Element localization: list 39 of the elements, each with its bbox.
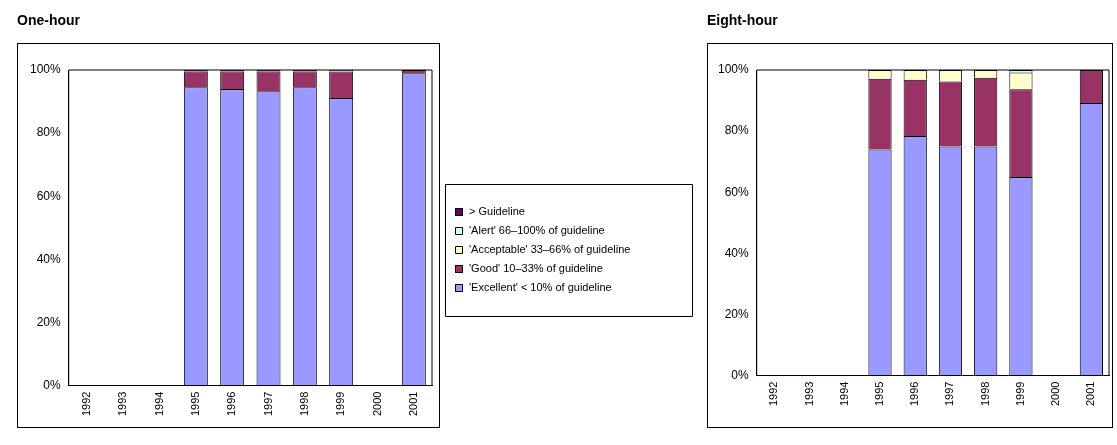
- x-tick-label: 1999: [1013, 381, 1026, 407]
- x-tick-label: 1996: [225, 391, 238, 417]
- y-tick-label: 100%: [717, 62, 750, 77]
- x-tick-label: 2000: [370, 391, 383, 417]
- y-tick-label: 80%: [724, 123, 750, 138]
- y-tick-label: 0%: [43, 377, 62, 392]
- y-tick-label: 40%: [36, 251, 62, 266]
- y-tick-label: 20%: [36, 314, 62, 329]
- x-tick-label: 1992: [79, 391, 92, 417]
- x-tick-label: 1995: [188, 391, 201, 417]
- x-tick-label: 1993: [116, 391, 129, 417]
- x-tick-label: 2001: [406, 391, 419, 417]
- legend-label: 'Alert' 66–100% of guideline: [469, 224, 605, 237]
- legend-label: 'Good' 10–33% of guideline: [469, 262, 603, 275]
- x-tick-label: 1993: [802, 381, 815, 407]
- y-tick-label: 80%: [36, 125, 62, 140]
- x-tick-label: 1999: [334, 391, 347, 417]
- x-tick-label: 1994: [837, 381, 850, 407]
- y-tick-label: 20%: [724, 306, 750, 321]
- y-tick-label: 60%: [724, 184, 750, 199]
- y-tick-label: 100%: [29, 62, 62, 77]
- y-tick-label: 0%: [731, 367, 750, 382]
- x-tick-label: 2000: [1049, 381, 1062, 407]
- x-tick-label: 1998: [978, 381, 991, 407]
- x-tick-label: 1994: [152, 391, 165, 417]
- legend-label: 'Acceptable' 33–66% of guideline: [469, 243, 631, 256]
- x-tick-label: 1997: [943, 381, 956, 407]
- x-tick-label: 1998: [297, 391, 310, 417]
- x-tick-label: 1992: [767, 381, 780, 407]
- x-tick-label: 2001: [1084, 381, 1097, 407]
- x-tick-label: 1997: [261, 391, 274, 417]
- chart-title: Eight-hour: [707, 12, 778, 28]
- legend-label: 'Excellent' < 10% of guideline: [469, 281, 612, 294]
- x-tick-label: 1995: [873, 381, 886, 407]
- y-tick-label: 40%: [724, 245, 750, 260]
- legend-label: > Guideline: [469, 205, 525, 218]
- chart-title: One-hour: [17, 12, 80, 28]
- x-tick-label: 1996: [908, 381, 921, 407]
- y-tick-label: 60%: [36, 188, 62, 203]
